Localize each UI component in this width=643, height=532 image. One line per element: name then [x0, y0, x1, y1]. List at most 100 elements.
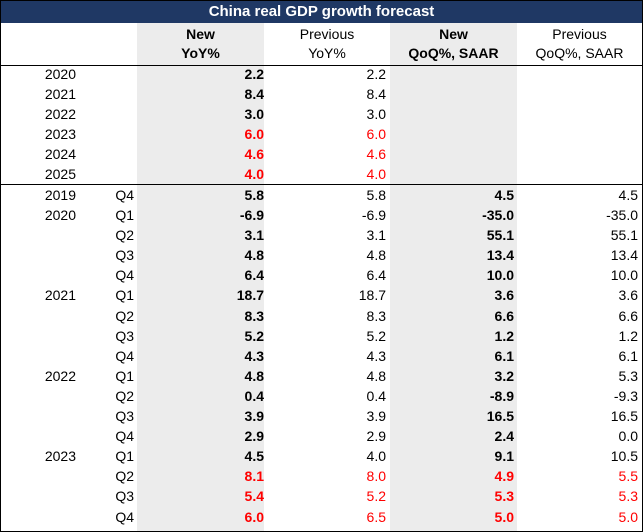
table-row: Q2 8.3 8.3 6.6 6.6: [1, 306, 642, 326]
prev-qoq-cell: 5.5: [618, 468, 638, 485]
new-qoq-cell: 3.2: [494, 367, 514, 384]
prev-yoy-cell: 4.6: [366, 146, 386, 163]
year-cell: 2025: [44, 166, 76, 183]
new-yoy-cell: -6.9: [239, 207, 264, 224]
prev-yoy-cell: 0.4: [366, 387, 386, 404]
new-qoq-cell: -35.0: [482, 207, 514, 224]
new-yoy-cell: 3.1: [244, 227, 264, 244]
table-title: China real GDP growth forecast: [1, 1, 642, 23]
year-cell: 2024: [44, 146, 76, 163]
new-qoq-column-shade: [390, 23, 517, 531]
prev-qoq-cell: 13.4: [610, 247, 638, 264]
header-prev-qoq: Previous QoQ%, SAAR: [517, 25, 642, 63]
prev-qoq-cell: 10.0: [610, 267, 638, 284]
quarter-cell: Q1: [115, 448, 134, 465]
quarter-cell: Q4: [115, 267, 134, 284]
quarter-cell: Q4: [115, 347, 134, 364]
new-yoy-cell: 0.4: [244, 387, 264, 404]
new-qoq-cell: 4.9: [494, 468, 514, 485]
new-qoq-cell: 6.1: [494, 347, 514, 364]
new-qoq-cell: 2.4: [494, 428, 514, 445]
table-row: Q3 3.9 3.9 16.5 16.5: [1, 406, 642, 426]
year-cell: 2020: [44, 66, 76, 82]
prev-yoy-cell: 4.3: [366, 347, 386, 364]
year-cell: 2022: [44, 367, 76, 384]
prev-yoy-cell: 4.8: [366, 247, 386, 264]
prev-qoq-cell: 0.0: [618, 428, 638, 445]
new-qoq-cell: 5.0: [494, 508, 514, 525]
table-row: Q4 2.9 2.9 2.4 0.0: [1, 426, 642, 446]
year-cell: 2022: [44, 106, 76, 123]
new-yoy-cell: 3.9: [244, 408, 264, 425]
prev-yoy-cell: 8.0: [366, 468, 386, 485]
prev-qoq-cell: -9.3: [613, 387, 638, 404]
prev-yoy-cell: 4.8: [366, 367, 386, 384]
prev-yoy-cell: 6.0: [366, 126, 386, 143]
table-row: Q2 3.1 3.1 55.1 55.1: [1, 225, 642, 245]
new-qoq-cell: 55.1: [486, 227, 514, 244]
prev-yoy-cell: 18.7: [358, 287, 386, 304]
prev-yoy-cell: 5.2: [366, 327, 386, 344]
table-row: Q2 0.4 0.4 -8.9 -9.3: [1, 386, 642, 406]
new-yoy-cell: 2.9: [244, 428, 264, 445]
prev-yoy-cell: 2.2: [366, 66, 386, 82]
table-row: 2020 Q1 -6.9 -6.9 -35.0 -35.0: [1, 205, 642, 225]
table-row: Q3 5.4 5.2 5.3 5.3: [1, 486, 642, 506]
header-new-qoq-line1: New: [439, 26, 468, 42]
table-row: Q4 4.3 4.3 6.1 6.1: [1, 346, 642, 366]
new-yoy-cell: 4.5: [244, 448, 264, 465]
quarter-cell: Q3: [115, 488, 134, 505]
quarter-cell: Q4: [115, 428, 134, 445]
new-qoq-cell: 16.5: [486, 408, 514, 425]
new-yoy-cell: 8.4: [244, 86, 264, 103]
new-yoy-cell: 5.8: [244, 187, 264, 203]
new-yoy-cell: 6.0: [244, 508, 264, 525]
new-yoy-cell: 4.8: [244, 247, 264, 264]
table-row: 2021 8.4 8.4: [1, 84, 642, 104]
table-row: 2022 Q1 4.8 4.8 3.2 5.3: [1, 366, 642, 386]
new-yoy-cell: 18.7: [236, 287, 264, 304]
header-prev-yoy-line2: YoY%: [308, 45, 346, 61]
column-headers: New YoY% Previous YoY% New QoQ%, SAAR Pr…: [1, 23, 642, 66]
table-row: 2021 Q1 18.7 18.7 3.6 3.6: [1, 285, 642, 305]
new-qoq-cell: 5.3: [494, 488, 514, 505]
prev-qoq-cell: 6.6: [618, 307, 638, 324]
quarter-cell: Q2: [115, 387, 134, 404]
prev-yoy-cell: -6.9: [361, 207, 386, 224]
quarter-cell: Q3: [115, 327, 134, 344]
new-yoy-cell: 6.4: [244, 267, 264, 284]
year-cell: 2020: [44, 207, 76, 224]
header-prev-yoy-line1: Previous: [299, 26, 355, 42]
header-new-qoq-line2: QoQ%, SAAR: [408, 45, 499, 61]
new-qoq-cell: 10.0: [486, 267, 514, 284]
table-row: Q2 8.1 8.0 4.9 5.5: [1, 466, 642, 486]
table-row: 2025 4.0 4.0: [1, 164, 642, 184]
quarter-cell: Q3: [115, 247, 134, 264]
year-cell: 2021: [44, 86, 76, 103]
prev-yoy-cell: 4.0: [366, 166, 386, 183]
new-yoy-cell: 4.8: [244, 367, 264, 384]
new-qoq-cell: 1.2: [494, 327, 514, 344]
quarter-cell: Q1: [115, 367, 134, 384]
new-yoy-cell: 8.3: [244, 307, 264, 324]
header-new-yoy-line1: New: [186, 26, 215, 42]
prev-yoy-cell: 3.1: [366, 227, 386, 244]
year-cell: 2023: [44, 126, 76, 143]
prev-qoq-cell: -35.0: [606, 207, 638, 224]
new-qoq-cell: 4.5: [494, 187, 514, 203]
quarter-cell: Q3: [115, 408, 134, 425]
prev-qoq-cell: 10.5: [610, 448, 638, 465]
new-qoq-cell: 9.1: [494, 448, 514, 465]
prev-qoq-cell: 55.1: [610, 227, 638, 244]
prev-yoy-cell: 3.0: [366, 106, 386, 123]
prev-qoq-cell: 5.3: [618, 367, 638, 384]
section-divider: [1, 184, 642, 185]
new-yoy-cell: 5.2: [244, 327, 264, 344]
new-yoy-cell: 8.1: [244, 468, 264, 485]
prev-qoq-cell: 16.5: [610, 408, 638, 425]
header-new-yoy: New YoY%: [137, 25, 264, 63]
prev-qoq-cell: 1.2: [618, 327, 638, 344]
table-row: Q4 6.4 6.4 10.0 10.0: [1, 265, 642, 285]
annual-section: 2020 2.2 2.2 2021 8.4 8.4 2022 3.0 3.0 2023 6.0 6.0…: [1, 64, 642, 185]
